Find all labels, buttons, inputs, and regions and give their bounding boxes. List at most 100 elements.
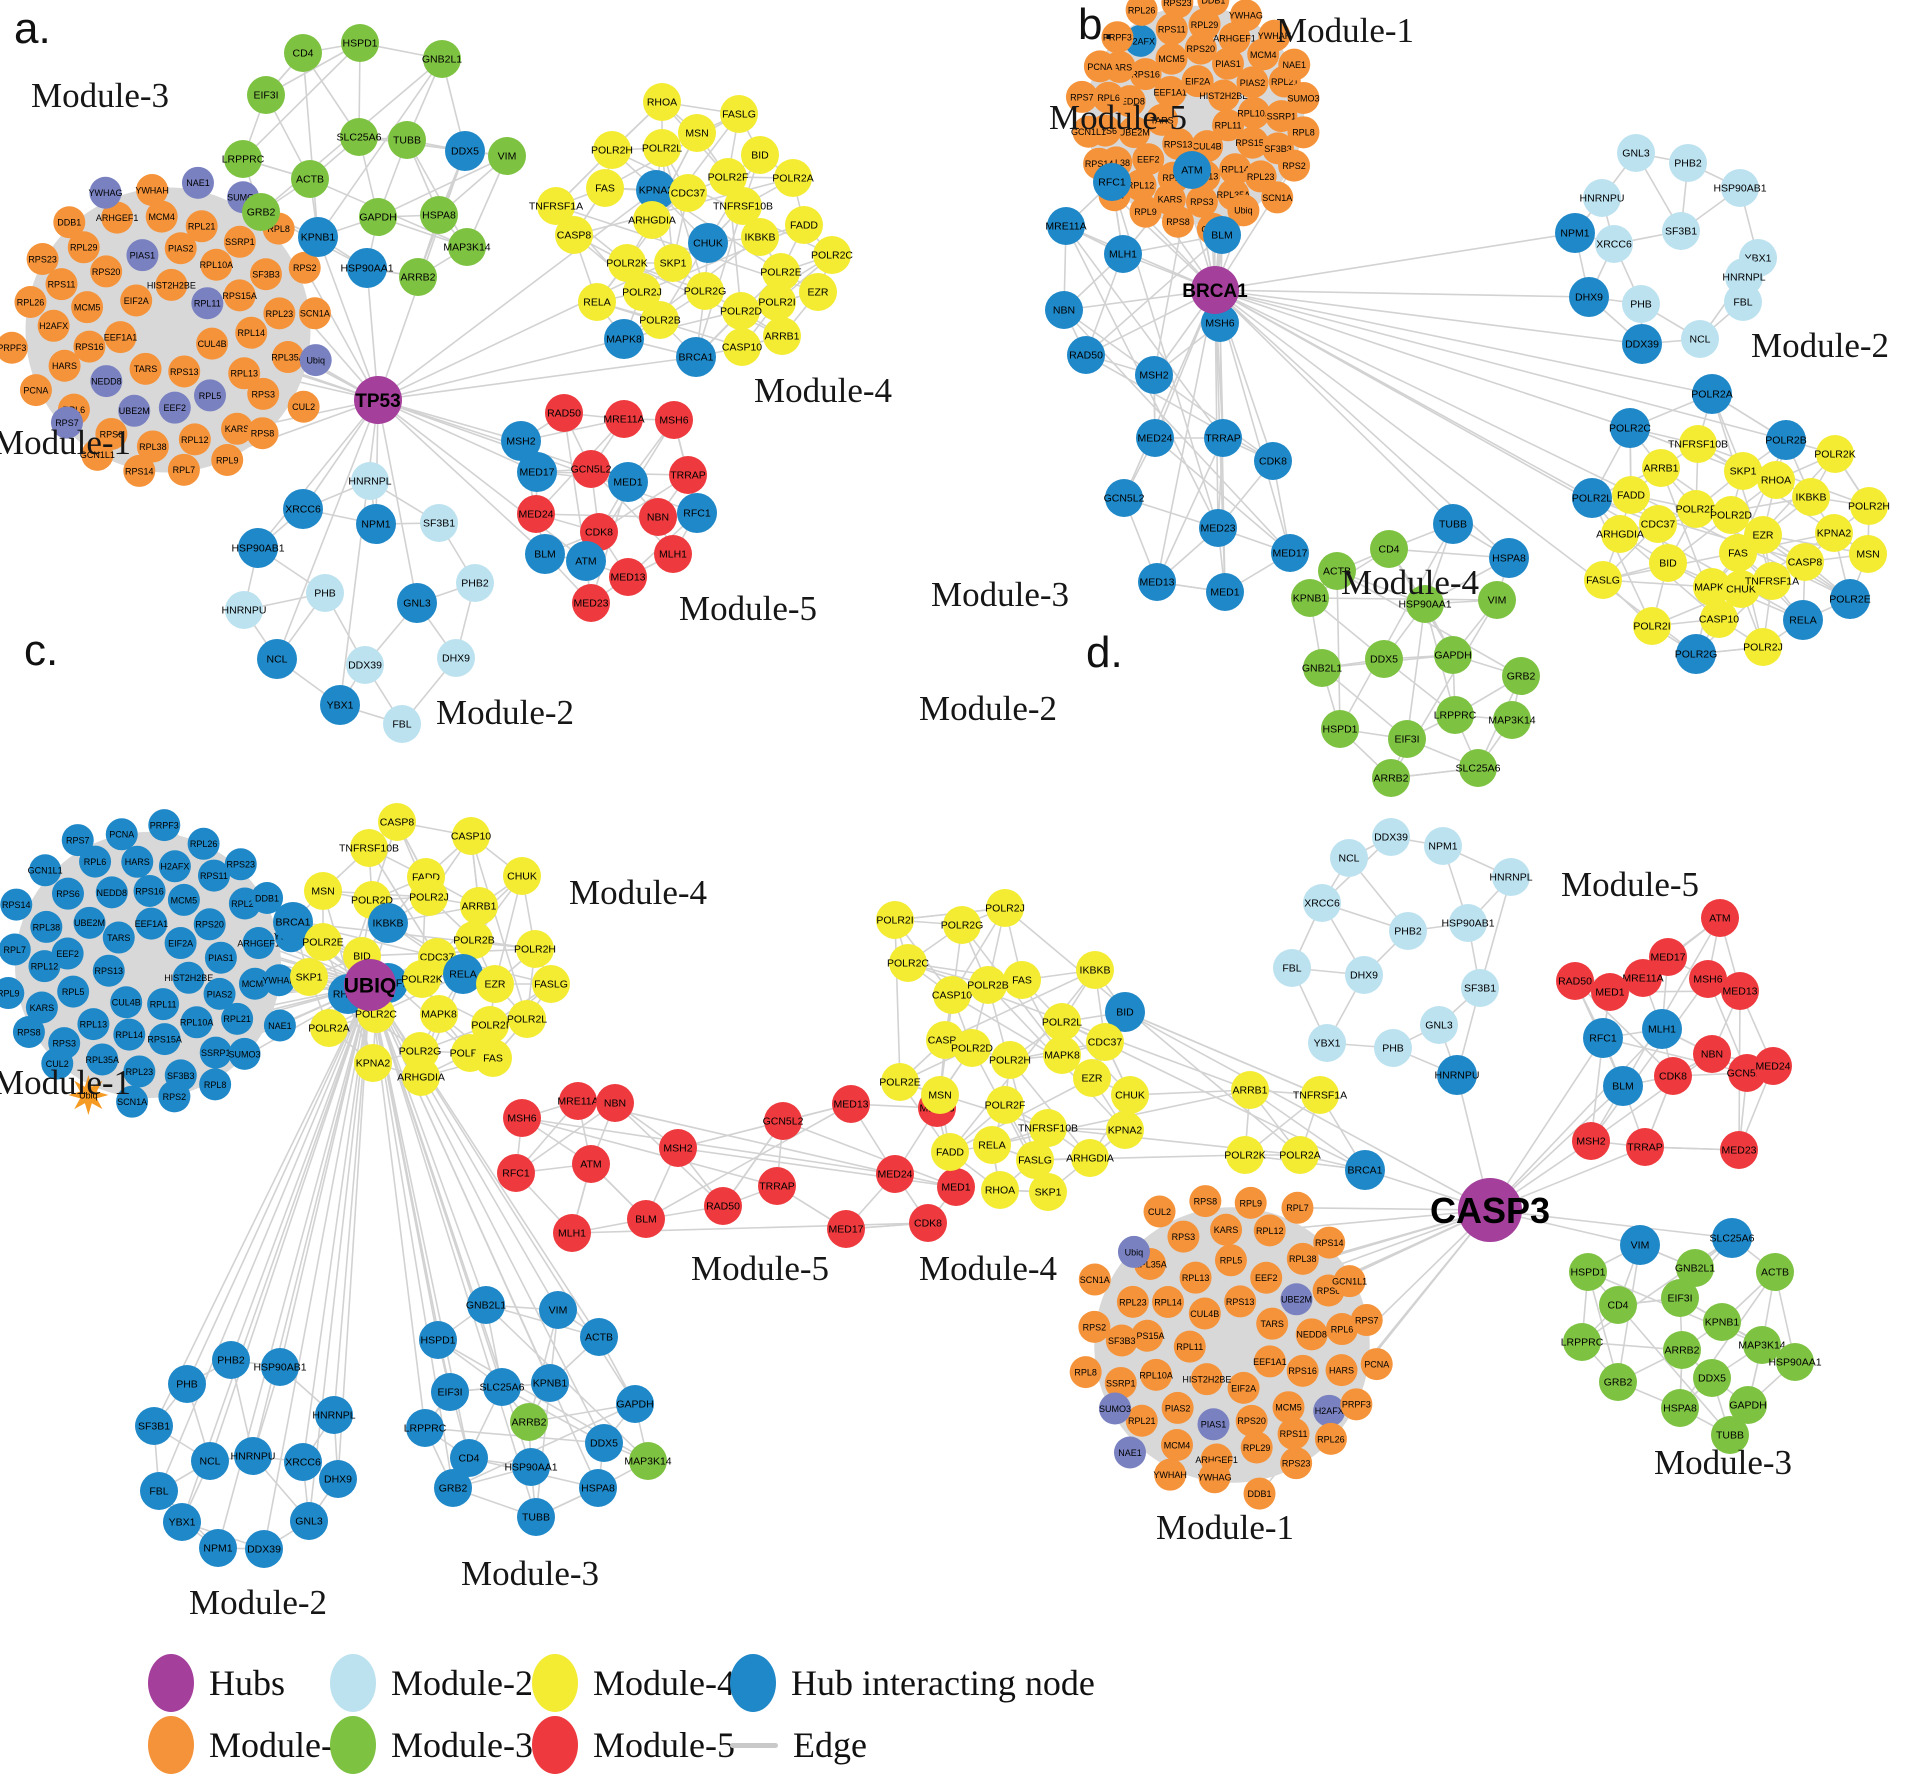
node-label: ARRB1	[461, 900, 496, 912]
edge	[304, 267, 379, 401]
network-node	[1161, 0, 1194, 19]
network-node	[1152, 1285, 1185, 1318]
node-label: Ubiq	[1234, 206, 1253, 216]
network-node	[1721, 169, 1759, 207]
node-label: ACTB	[585, 1331, 613, 1343]
network-node	[354, 1044, 392, 1082]
edge	[369, 984, 559, 1311]
node-label: PCNA	[23, 386, 48, 396]
node-label: GAPDH	[1729, 1399, 1766, 1411]
node-label: MSH6	[1205, 317, 1234, 329]
module-label: Module-4	[569, 873, 707, 912]
network-node	[1677, 490, 1715, 528]
network-node	[460, 887, 498, 925]
network-node	[669, 174, 707, 212]
node-label: HIST2H2BE	[164, 973, 213, 983]
network-node	[1722, 570, 1760, 608]
edge	[317, 236, 379, 401]
network-node	[1083, 50, 1116, 83]
network-node	[943, 906, 981, 944]
node-label: EIF2A	[1185, 77, 1210, 87]
network-node	[1693, 1035, 1731, 1073]
network-node	[1478, 581, 1516, 619]
network-node	[545, 394, 583, 432]
network-node	[1622, 324, 1662, 364]
module-label: Module-1	[1276, 11, 1414, 50]
network-node	[1654, 1057, 1692, 1095]
network-node	[1572, 478, 1612, 518]
network-node	[1711, 1416, 1749, 1454]
network-node	[986, 889, 1024, 927]
node-label: CHUK	[693, 237, 723, 249]
network-node	[1280, 1283, 1313, 1316]
network-node	[1389, 912, 1427, 950]
network-node	[341, 24, 379, 62]
network-node	[1712, 496, 1750, 534]
network-node	[1649, 938, 1687, 976]
node-label: NAE1	[1282, 60, 1306, 70]
network-node	[580, 1318, 618, 1356]
module-label: Module-2	[436, 693, 574, 732]
node-label: UBE2M	[1281, 1295, 1312, 1305]
network-node	[310, 1009, 348, 1047]
network-node	[136, 174, 169, 207]
node-label: MED13	[1139, 576, 1174, 588]
network-node	[155, 268, 188, 301]
network-node	[1098, 1392, 1131, 1425]
hub-label: CASP3	[1430, 1190, 1550, 1231]
network-node	[126, 239, 159, 272]
node-label: POLR2K	[606, 257, 647, 269]
node-label: EEF2	[56, 949, 79, 959]
network-node	[1278, 149, 1311, 182]
hub-node	[1458, 1178, 1522, 1242]
node-label: FADD	[1617, 489, 1645, 501]
network-node	[1318, 552, 1356, 590]
edge	[1156, 437, 1224, 583]
node-label: MAPK8	[1044, 1049, 1080, 1061]
network-node	[1286, 1354, 1319, 1387]
network-node	[953, 1029, 991, 1067]
network-node	[537, 187, 575, 225]
node-label: RHOA	[647, 96, 677, 108]
node-label: DHX9	[324, 1473, 352, 1485]
node-label: RPL9	[216, 455, 239, 465]
module-3-swatch-icon	[330, 1716, 376, 1774]
network-node	[251, 882, 284, 915]
network-node	[437, 639, 475, 677]
network-node	[136, 430, 169, 463]
hub-label: BRCA1	[1182, 281, 1248, 302]
node-label: MLH1	[659, 548, 687, 560]
node-label: H2AFX	[1126, 36, 1155, 46]
network-node	[1173, 1330, 1206, 1363]
module-label: Module-3	[931, 575, 1069, 614]
node-label: POLR2A	[1691, 388, 1732, 400]
node-label: SLC25A6	[1710, 1232, 1755, 1244]
node-label: RPL10A	[1237, 108, 1271, 118]
node-label: BID	[751, 149, 769, 161]
network-node	[1689, 960, 1727, 998]
node-label: HNRNPU	[222, 604, 267, 616]
node-label: FASLG	[722, 108, 756, 120]
network-node	[1693, 1359, 1731, 1397]
network-node	[211, 443, 244, 476]
network-node	[723, 328, 761, 366]
node-label: RPS3	[251, 389, 275, 399]
network-node	[643, 83, 681, 121]
node-label: LRPPRC	[222, 153, 265, 165]
network-node	[1181, 65, 1214, 98]
node-label: CDK8	[585, 526, 613, 538]
node-label: POLR2G	[684, 285, 727, 297]
node-label: RPS3	[1172, 1232, 1196, 1242]
network-node	[228, 1037, 261, 1070]
node-label: NPM1	[203, 1542, 232, 1554]
node-label: IKBKB	[1796, 491, 1827, 503]
node-label: IKBKB	[1080, 964, 1111, 976]
network-node	[1720, 1131, 1758, 1169]
network-node	[578, 283, 616, 321]
node-label: MSH6	[659, 414, 688, 426]
network-node	[148, 1023, 181, 1056]
network-node	[19, 374, 52, 407]
network-node	[61, 824, 94, 857]
node-label: POLR2H	[989, 1054, 1031, 1066]
node-label: NBN	[1053, 304, 1075, 316]
